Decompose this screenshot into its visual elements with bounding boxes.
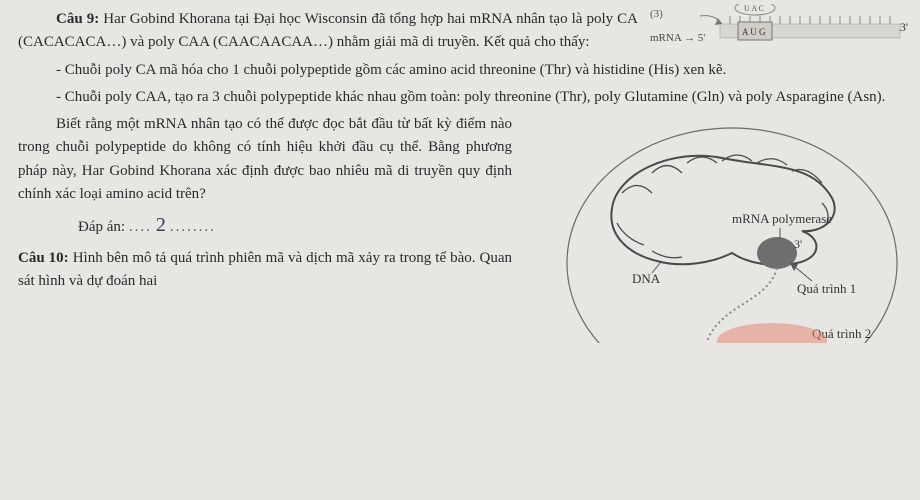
label-mrna-polymerase: mRNA polymerase (732, 211, 832, 226)
q10-para-1: Câu 10: Hình bên mô tả quá trình phiên m… (18, 247, 512, 294)
q9-para-1: Câu 9: Har Gobind Khorana tại Đại học Wi… (18, 8, 638, 55)
label-dna: DNA (632, 271, 661, 286)
q9-para-4: Biết rằng một mRNA nhân tạo có thể được … (18, 113, 512, 206)
label-3: (3) (650, 6, 663, 23)
codon-strip-diagram: A U G U A C (3) mRNA → 5' 3' (650, 0, 910, 60)
q9-heading: Câu 9: (56, 11, 99, 27)
q9-para-3: - Chuỗi poly CAA, tạo ra 3 chuỗi polypep… (18, 86, 902, 109)
codon-aug: A U G (742, 27, 766, 37)
label-qua-trinh-1: Quá trình 1 (797, 281, 856, 296)
q9-para-2: - Chuỗi poly CA mã hóa cho 1 chuỗi polyp… (18, 59, 902, 82)
three-prime-label: 3' (900, 18, 908, 37)
diagram-three-prime: 3' (794, 237, 802, 251)
transcription-svg: 3' mRNA polymerase DNA Quá trình 1 Quá t… (522, 113, 902, 343)
transcription-diagram: 3' mRNA polymerase DNA Quá trình 1 Quá t… (522, 113, 902, 343)
mrna-arrow-label: mRNA → 5' (650, 30, 705, 47)
q9-answer-value: 2 (152, 214, 170, 236)
q10-heading: Câu 10: (18, 250, 69, 266)
q9-answer-line: Đáp án: ....2........ (78, 210, 512, 241)
anticodon-uac: U A C (744, 4, 764, 13)
